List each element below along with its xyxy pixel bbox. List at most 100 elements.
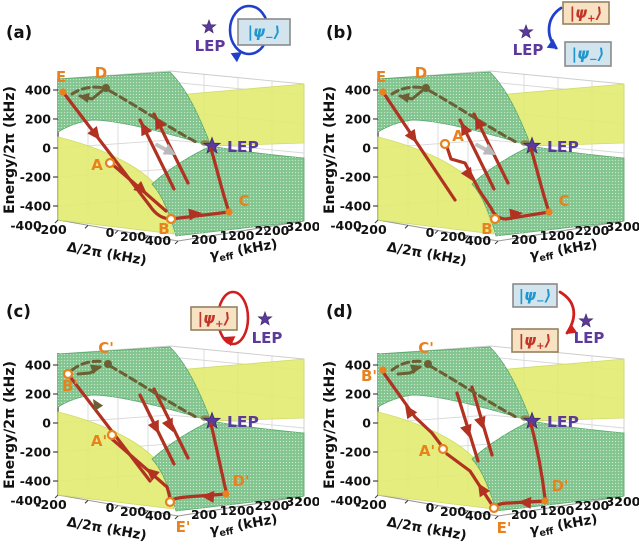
green-sheet-mesh bbox=[152, 421, 304, 511]
gamma-tick-label: 3200 bbox=[606, 219, 639, 234]
gamma-tick bbox=[297, 496, 301, 502]
energy-tick-label: -400 bbox=[20, 474, 52, 489]
delta-tick-label: 400 bbox=[465, 508, 491, 523]
gamma-tick-label: 3200 bbox=[286, 219, 319, 234]
delta-tick bbox=[374, 494, 379, 499]
marker-Bp bbox=[379, 366, 387, 374]
gamma-tick-label: 200 bbox=[511, 507, 537, 522]
trajectory-markers: E D A B C bbox=[376, 64, 570, 238]
green-sheet-mesh bbox=[378, 347, 531, 421]
panel-label-b: (b) bbox=[326, 23, 353, 42]
trajectory-arrow-olive bbox=[398, 92, 410, 103]
point-label-Bp: B' bbox=[62, 377, 78, 395]
trajectory-arrow-red bbox=[87, 126, 100, 140]
inset-arrowhead bbox=[224, 336, 236, 347]
gamma-tick-label: 3200 bbox=[606, 494, 639, 509]
gamma-tick-label: 200 bbox=[511, 232, 537, 247]
energy-tick-label: 400 bbox=[25, 83, 51, 98]
point-label-Ep: E' bbox=[176, 518, 191, 536]
energy-axis-label: Energy/2π (kHz) bbox=[2, 86, 18, 214]
delta-tick bbox=[84, 499, 89, 504]
energy-tick-label: 200 bbox=[345, 112, 371, 127]
delta-tick-label: 200 bbox=[120, 504, 146, 519]
trajectory-path-red bbox=[445, 452, 496, 510]
marker-Bp bbox=[62, 368, 74, 380]
trajectory-path-red bbox=[445, 145, 493, 210]
delta-tick-label: 200 bbox=[440, 229, 466, 244]
inset-lep-star bbox=[201, 18, 217, 34]
point-label-Bp: B' bbox=[361, 367, 377, 385]
marker-Dp bbox=[541, 497, 549, 505]
psi-plus-box bbox=[511, 328, 559, 353]
trajectory-path-olivedash bbox=[108, 89, 198, 144]
lep-plot-label: LEP bbox=[547, 413, 579, 431]
panel-d: LEP B' C' A' D' E' 400 200 0 -200 -400 -400 -200 0 200… bbox=[320, 275, 639, 550]
green-sheet-mesh bbox=[58, 72, 211, 146]
delta-tick bbox=[464, 235, 469, 240]
trajectory-path-olivedash bbox=[428, 364, 518, 419]
gamma-tick bbox=[195, 237, 199, 243]
energy-tick-label: -400 bbox=[20, 199, 52, 214]
marker-Dp bbox=[222, 490, 230, 498]
delta-tick-label: 400 bbox=[145, 508, 171, 523]
marker-D bbox=[102, 84, 110, 92]
point-label-A: A bbox=[452, 127, 464, 145]
gamma-tick bbox=[229, 232, 233, 237]
point-label-C: C bbox=[238, 192, 249, 210]
point-label-A: A bbox=[91, 156, 103, 174]
gamma-tick bbox=[515, 512, 519, 518]
psi-state-label: |ψ−⟩ bbox=[572, 45, 605, 66]
point-label-Ap: A' bbox=[419, 442, 435, 460]
gamma-tick bbox=[583, 227, 587, 232]
trajectory-arrow-red bbox=[478, 483, 490, 498]
trajectory-markers: B' C' A' D' E' bbox=[62, 339, 250, 536]
psi-state-label: |ψ−⟩ bbox=[248, 23, 281, 44]
trajectory-arrow-red bbox=[161, 417, 173, 432]
energy-tick-label: 200 bbox=[25, 387, 51, 402]
trajectory-arrow-gray bbox=[162, 143, 176, 155]
gamma-tick bbox=[229, 507, 233, 512]
energy-tick-label: -200 bbox=[20, 445, 52, 460]
inset-arrowhead bbox=[230, 52, 242, 63]
marker-Ep bbox=[488, 502, 500, 514]
gamma-axis-label: γeff (kHz) bbox=[208, 236, 279, 266]
inset-arrowhead bbox=[546, 38, 558, 49]
inset-lep-label: LEP bbox=[195, 37, 226, 55]
gamma-tick bbox=[583, 502, 587, 507]
point-label-E: E bbox=[376, 68, 386, 86]
marker-Cp bbox=[424, 360, 432, 368]
delta-tick-label: 0 bbox=[426, 225, 435, 240]
marker-B bbox=[489, 213, 501, 225]
marker-E bbox=[379, 88, 387, 96]
point-label-Dp: D' bbox=[232, 472, 249, 490]
green-sheet-mesh bbox=[472, 421, 624, 511]
marker-Ep bbox=[164, 496, 176, 508]
point-label-B: B bbox=[158, 220, 169, 238]
gamma-tick-label: 2200 bbox=[575, 223, 610, 238]
trajectory-arrow-red bbox=[405, 405, 418, 420]
delta-tick bbox=[144, 510, 149, 515]
point-label-Cp: C' bbox=[98, 339, 114, 357]
trajectory-arrow-red bbox=[460, 166, 473, 181]
trajectory-arrow-red bbox=[133, 180, 147, 194]
delta-tick-label: -200 bbox=[355, 222, 387, 237]
point-label-Ep: E' bbox=[497, 519, 512, 537]
gamma-tick-label: 200 bbox=[191, 507, 217, 522]
trajectory-arrow-olive bbox=[78, 92, 90, 103]
delta-tick bbox=[434, 505, 439, 509]
lep-marker-group: LEP bbox=[520, 136, 579, 156]
state-transfer-inset: |ψ−⟩ |ψ+⟩ LEP bbox=[511, 283, 604, 353]
lep-plot-label: LEP bbox=[547, 138, 579, 156]
marker-A bbox=[104, 157, 116, 169]
energy-tick-label: -200 bbox=[340, 170, 372, 185]
point-label-Dp: D' bbox=[551, 477, 568, 495]
delta-tick bbox=[404, 224, 409, 229]
trajectory-arrow-red bbox=[461, 122, 473, 137]
gamma-tick bbox=[195, 512, 199, 518]
delta-tick-label: 0 bbox=[426, 500, 435, 515]
psi-state-label: |ψ+⟩ bbox=[519, 332, 552, 353]
